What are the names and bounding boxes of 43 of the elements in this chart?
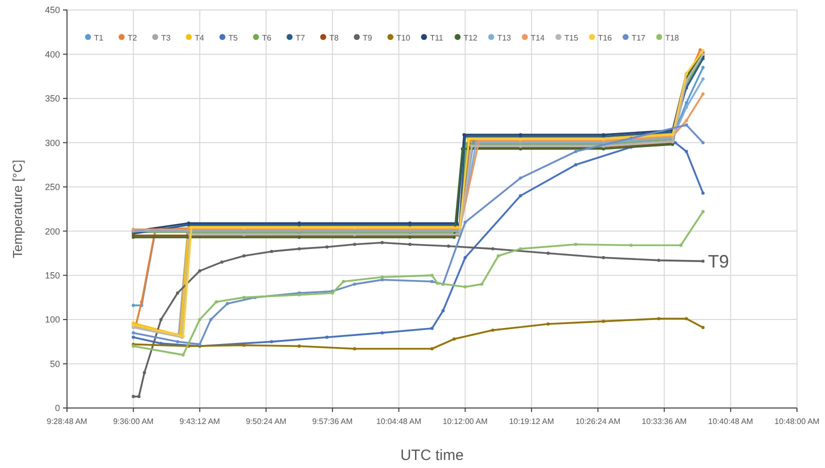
y-tick-label: 450: [44, 5, 60, 16]
x-tick-label: 10:26:24 AM: [575, 417, 621, 426]
legend-label: T3: [161, 33, 172, 42]
legend-label: T1: [94, 33, 104, 42]
x-tick-label: 9:36:00 AM: [113, 417, 154, 426]
y-tick-label: 350: [44, 94, 60, 104]
x-tick-label: 10:12:00 AM: [442, 417, 488, 426]
x-tick-label: 9:57:36 AM: [312, 417, 354, 426]
legend-label: T10: [396, 33, 411, 42]
legend-label: T17: [632, 33, 646, 42]
y-tick-label: 50: [50, 358, 60, 369]
legend-label: T11: [430, 33, 444, 42]
legend-label: T5: [228, 33, 238, 42]
x-axis-title: UTC time: [400, 447, 464, 464]
legend-label: T6: [262, 33, 272, 42]
x-tick-label: 9:50:24 AM: [246, 417, 287, 426]
y-tick-label: 150: [44, 270, 60, 280]
legend-label: T7: [296, 33, 306, 42]
y-tick-label: 100: [44, 314, 60, 325]
legend-label: T12: [464, 33, 478, 42]
y-tick-label: 400: [44, 49, 60, 60]
x-tick-label: 10:40:48 AM: [708, 417, 754, 426]
legend-label: T13: [497, 33, 512, 42]
x-tick-label: 9:43:12 AM: [179, 417, 220, 426]
legend-label: T4: [194, 33, 205, 42]
y-tick-label: 0: [54, 403, 60, 414]
legend-label: T8: [329, 33, 340, 42]
y-axis-title: Temperature [°C]: [10, 160, 25, 258]
x-tick-label: 10:48:00 AM: [774, 417, 820, 426]
legend-label: T16: [598, 33, 612, 42]
legend-label: T2: [128, 33, 138, 42]
legend-label: T9: [362, 33, 373, 42]
legend-label: T18: [665, 33, 680, 42]
legend-label: T15: [564, 33, 579, 42]
y-tick-label: 200: [44, 226, 60, 236]
y-tick-label: 300: [44, 138, 60, 148]
annotation: T9: [708, 251, 729, 272]
legend-label: T14: [530, 33, 546, 42]
x-tick-label: 10:04:48 AM: [376, 417, 422, 426]
y-tick-label: 250: [44, 182, 60, 192]
x-tick-label: 10:33:36 AM: [642, 417, 688, 426]
x-tick-label: 9:28:48 AM: [46, 417, 88, 426]
x-tick-label: 10:19:12 AM: [509, 417, 554, 426]
